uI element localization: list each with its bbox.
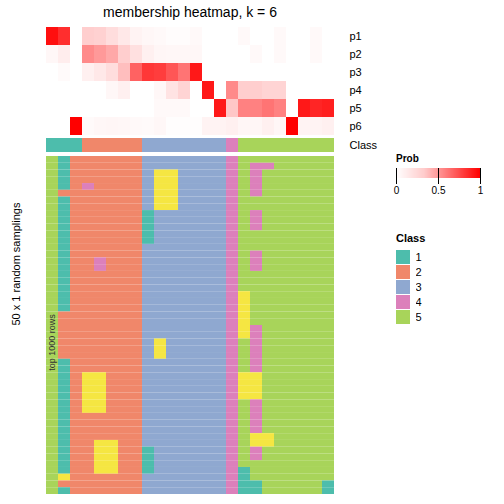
html-text:1: 1: [415, 251, 422, 263]
svg-text:p3: p3: [350, 66, 362, 78]
svg-text:p2: p2: [350, 48, 362, 60]
svg-text:1: 1: [478, 185, 484, 196]
svg-text:50 x 1 random samplings: 50 x 1 random samplings: [10, 202, 22, 325]
html-text:Class: Class: [396, 232, 426, 244]
svg-text:p5: p5: [350, 102, 362, 114]
svg-text:0.5: 0.5: [432, 185, 446, 196]
svg-text:top 1000 rows: top 1000 rows: [47, 314, 57, 371]
html-text:membership heatmap, k = 6: membership heatmap, k = 6: [103, 4, 277, 20]
svg-text:Class: Class: [350, 139, 378, 151]
svg-text:p4: p4: [350, 84, 362, 96]
html-text:4: 4: [415, 296, 422, 308]
svg-text:0: 0: [394, 185, 400, 196]
html-text:2: 2: [415, 266, 422, 278]
svg-text:p6: p6: [350, 120, 362, 132]
svg-text:p1: p1: [350, 30, 362, 42]
svg-text:Prob: Prob: [396, 153, 419, 164]
html-text:5: 5: [415, 311, 422, 323]
html-text:3: 3: [415, 281, 422, 293]
